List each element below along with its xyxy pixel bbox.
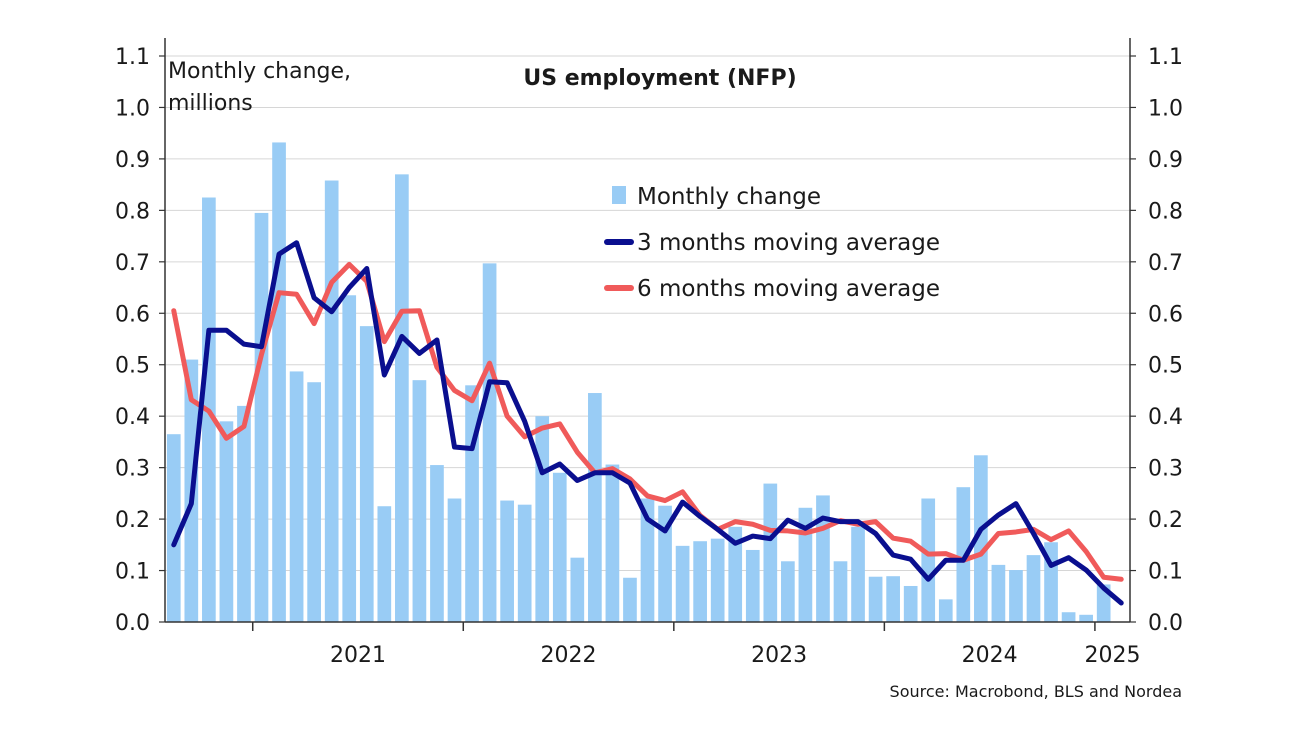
bar-monthly-change (324, 180, 339, 622)
bar-monthly-change (886, 576, 900, 622)
y-tick-label-left: 0.3 (115, 457, 150, 482)
bar-monthly-change (395, 174, 409, 622)
legend-label-3m-average: 3 months moving average (637, 230, 940, 256)
bar-monthly-change (359, 326, 374, 622)
bar-monthly-change (903, 585, 918, 622)
bar-monthly-change (1026, 555, 1041, 622)
bar-monthly-change (868, 576, 883, 622)
bar-monthly-change (974, 455, 988, 622)
bar-monthly-change (1009, 570, 1023, 622)
bar-monthly-change (552, 472, 567, 622)
y-tick-label-left: 0.4 (115, 405, 150, 430)
bar-monthly-change (640, 498, 655, 622)
bar-monthly-change (1061, 612, 1076, 622)
y-tick-label-left: 0.6 (115, 302, 150, 327)
y-tick-label-left: 0.9 (115, 148, 150, 173)
bar-monthly-change (377, 506, 392, 622)
bar-monthly-change (272, 142, 286, 622)
y-tick-label-right: 0.4 (1148, 405, 1183, 430)
bar-monthly-change (781, 561, 795, 622)
bar-monthly-change (430, 465, 444, 622)
axes: 0.0 0.0 0.1 0.1 0.2 0.2 0.3 0.3 0.4 0.4 0.5 0.5 0.6 0… (115, 38, 1183, 668)
line-3m-average (171, 240, 1124, 606)
x-tick-label-year: 2025 (1084, 643, 1140, 668)
bar-monthly-change (412, 380, 427, 622)
y-axis-label-line1: Monthly change, (168, 59, 351, 84)
legend-label-monthly-change: Monthly change (637, 184, 821, 210)
y-tick-label-right: 0.7 (1148, 251, 1183, 276)
bar-monthly-change (588, 393, 602, 622)
y-tick-label-left: 0.1 (115, 560, 150, 585)
bar-monthly-change (728, 526, 743, 622)
bar-monthly-change (816, 495, 830, 622)
bar-monthly-change (991, 564, 1006, 622)
bar-monthly-change (447, 498, 462, 622)
bar-monthly-change (535, 416, 550, 622)
bar-monthly-change (254, 212, 269, 622)
bar-monthly-change (623, 577, 637, 622)
legend-label-6m-average: 6 months moving average (637, 276, 940, 302)
y-tick-label-left: 0.0 (115, 611, 150, 636)
y-tick-label-left: 1.0 (115, 96, 150, 121)
y-tick-label-right: 0.3 (1148, 457, 1183, 482)
bar-monthly-change (956, 487, 971, 622)
y-tick-label-right: 0.6 (1148, 302, 1183, 327)
bar-series (166, 142, 1111, 622)
y-axis-label-line2: millions (168, 91, 253, 116)
bar-monthly-change (166, 434, 181, 622)
bar-monthly-change (833, 561, 848, 622)
y-tick-label-right: 0.0 (1148, 611, 1183, 636)
bar-monthly-change (921, 498, 936, 622)
bar-monthly-change (219, 421, 234, 622)
bar-monthly-change (938, 599, 953, 622)
bar-monthly-change (693, 541, 707, 622)
x-tick-label-year: 2023 (751, 643, 807, 668)
bar-monthly-change (570, 557, 585, 622)
y-tick-label-right: 1.0 (1148, 96, 1183, 121)
bar-monthly-change (658, 505, 672, 622)
bar-monthly-change (342, 295, 357, 622)
y-tick-label-right: 0.8 (1148, 199, 1183, 224)
bar-monthly-change (675, 545, 690, 622)
y-tick-label-left: 0.5 (115, 354, 150, 379)
x-tick-label-year: 2024 (962, 643, 1018, 668)
bar-monthly-change (798, 507, 813, 622)
bar-monthly-change (851, 526, 865, 622)
legend-swatch-monthly-change (612, 186, 626, 204)
y-tick-label-left: 1.1 (115, 45, 150, 70)
legend: Monthly change 3 months moving average 6… (604, 184, 940, 302)
y-tick-label-left: 0.2 (115, 508, 150, 533)
bar-monthly-change (500, 500, 514, 622)
y-tick-label-left: 0.8 (115, 199, 150, 224)
bar-monthly-change (307, 382, 321, 622)
bar-monthly-change (1079, 614, 1093, 622)
x-tick-label-year: 2022 (541, 643, 597, 668)
bar-monthly-change (237, 405, 251, 622)
y-tick-label-right: 0.9 (1148, 148, 1183, 173)
bar-monthly-change (745, 549, 760, 622)
chart-title: US employment (NFP) (523, 66, 796, 91)
bar-monthly-change (605, 464, 620, 622)
x-tick-label-year: 2021 (330, 643, 386, 668)
line-series (171, 240, 1124, 606)
y-tick-label-right: 1.1 (1148, 45, 1183, 70)
y-tick-label-right: 0.5 (1148, 354, 1183, 379)
bar-monthly-change (763, 483, 778, 622)
y-tick-label-right: 0.2 (1148, 508, 1183, 533)
source-note: Source: Macrobond, BLS and Nordea (890, 682, 1182, 701)
bar-monthly-change (482, 263, 497, 622)
bar-monthly-change (517, 504, 532, 622)
y-tick-label-right: 0.1 (1148, 560, 1183, 585)
bar-monthly-change (710, 538, 725, 622)
y-tick-label-left: 0.7 (115, 251, 150, 276)
bar-monthly-change (289, 371, 304, 622)
